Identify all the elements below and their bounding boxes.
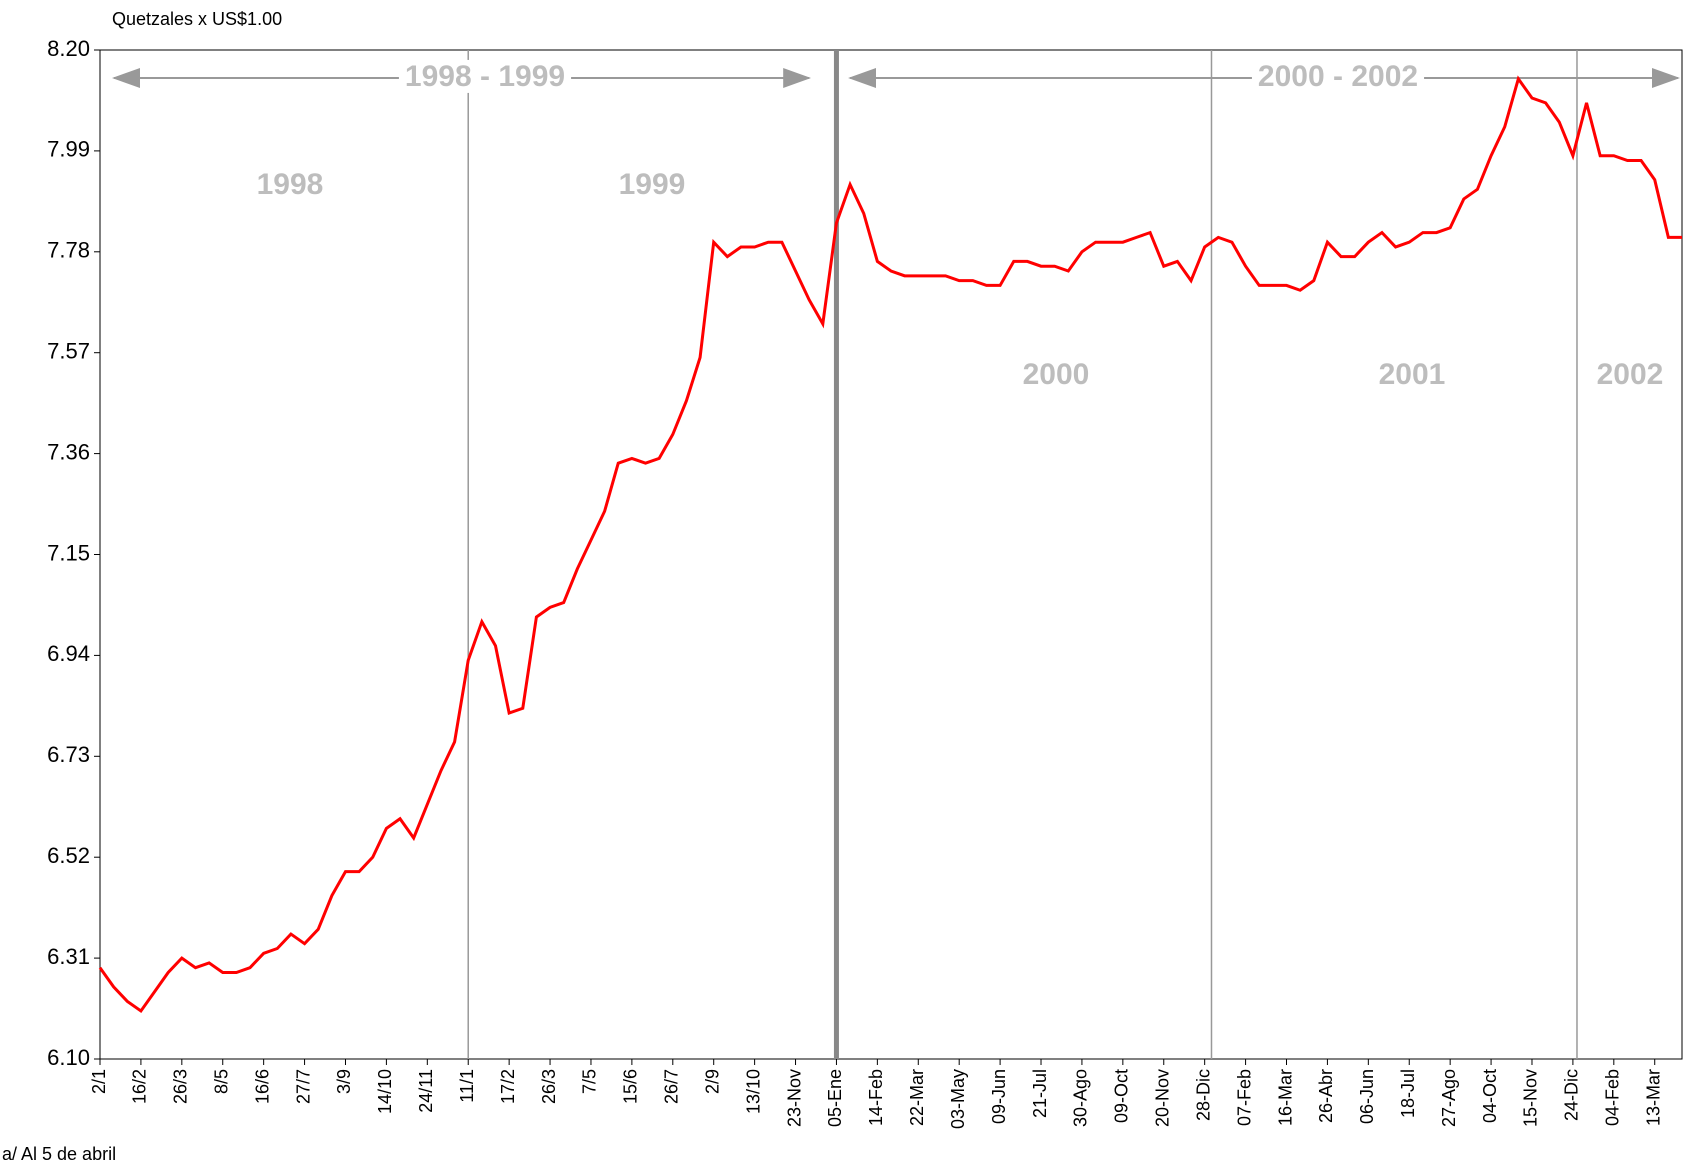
x-tick-label: 2/1 — [89, 1069, 109, 1094]
annotation: 2002 — [1597, 358, 1664, 391]
annotation: 1998 — [257, 168, 324, 201]
y-axis-title: Quetzales x US$1.00 — [112, 9, 282, 29]
x-tick-label: 3/9 — [334, 1069, 354, 1094]
x-tick-label: 04-Oct — [1480, 1069, 1500, 1123]
data-line — [98, 75, 1682, 1014]
x-tick-label: 26/3 — [171, 1069, 191, 1104]
x-tick-label: 05-Ene — [825, 1069, 845, 1127]
x-tick-label: 20-Nov — [1153, 1069, 1173, 1127]
x-tick-label: 26-Abr — [1316, 1069, 1336, 1123]
x-tick-label: 26/3 — [539, 1069, 559, 1104]
x-tick-label: 15-Nov — [1521, 1069, 1541, 1127]
y-tick-label: 7.57 — [47, 339, 90, 364]
annotation: 1999 — [619, 168, 686, 201]
x-tick-label: 06-Jun — [1357, 1069, 1377, 1124]
y-tick-label: 6.94 — [47, 641, 90, 666]
x-tick-label: 2/9 — [702, 1069, 722, 1094]
x-tick-label: 18-Jul — [1398, 1069, 1418, 1118]
y-tick-label: 7.99 — [47, 137, 90, 162]
y-tick-label: 8.20 — [47, 36, 90, 61]
x-tick-label: 03-May — [948, 1069, 968, 1129]
x-tick-label: 28-Dic — [1193, 1069, 1213, 1121]
x-tick-label: 27/7 — [293, 1069, 313, 1104]
x-tick-label: 13/10 — [743, 1069, 763, 1114]
x-tick-label: 17/2 — [498, 1069, 518, 1104]
x-tick-label: 16/2 — [130, 1069, 150, 1104]
x-tick-label: 04-Feb — [1603, 1069, 1623, 1126]
x-tick-label: 22-Mar — [907, 1069, 927, 1126]
plot-area — [99, 49, 1683, 1060]
y-tick-label: 6.73 — [47, 742, 90, 767]
x-tick-label: 14/10 — [375, 1069, 395, 1114]
y-tick-label: 7.36 — [47, 439, 90, 464]
x-tick-label: 8/5 — [211, 1069, 231, 1094]
x-tick-label: 26/7 — [662, 1069, 682, 1104]
x-tick-label: 09-Jun — [989, 1069, 1009, 1124]
x-tick-label: 24/11 — [416, 1069, 436, 1113]
y-tick-label: 7.15 — [47, 540, 90, 565]
x-tick-label: 07-Feb — [1234, 1069, 1254, 1126]
x-tick-label: 16-Mar — [1275, 1069, 1295, 1126]
annotation: 1998 - 1999 — [405, 60, 565, 93]
x-tick-label: 15/6 — [621, 1069, 641, 1104]
annotation: 2000 - 2002 — [1258, 60, 1418, 93]
annotation: 2001 — [1379, 358, 1446, 391]
x-tick-label: 23-Nov — [784, 1069, 804, 1127]
x-tick-label: 09-Oct — [1112, 1069, 1132, 1123]
x-tick-label: 11/1 — [457, 1069, 477, 1103]
x-tick-label: 27-Ago — [1439, 1069, 1459, 1127]
y-tick-label: 6.10 — [47, 1045, 90, 1070]
x-tick-label: 14-Feb — [866, 1069, 886, 1126]
annotation-bg — [398, 59, 572, 93]
annotation-bg — [1251, 59, 1425, 93]
x-tick-label: 7/5 — [580, 1069, 600, 1094]
x-tick-label: 16/6 — [252, 1069, 272, 1104]
x-tick-label: 24-Dic — [1562, 1069, 1582, 1121]
annotation: 2000 — [1023, 358, 1090, 391]
y-tick-label: 6.31 — [47, 944, 90, 969]
x-tick-label: 30-Ago — [1071, 1069, 1091, 1127]
y-tick-label: 7.78 — [47, 238, 90, 263]
y-tick-label: 6.52 — [47, 843, 90, 868]
x-tick-label: 13-Mar — [1643, 1069, 1663, 1126]
footnote: a/ Al 5 de abril — [2, 1144, 116, 1164]
x-tick-label: 21-Jul — [1030, 1069, 1050, 1118]
